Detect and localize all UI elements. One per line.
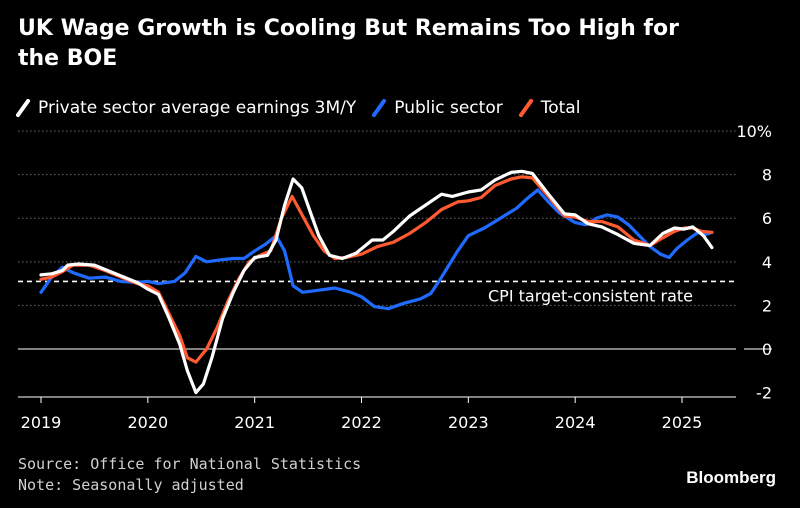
- y-tick-label: 10%: [736, 122, 772, 141]
- legend-item-public: Public sector: [372, 98, 503, 118]
- x-tick-label: 2021: [234, 413, 275, 432]
- legend-item-private: Private sector average earnings 3M/Y: [16, 98, 356, 118]
- legend-swatch-public-icon: [372, 99, 387, 117]
- legend-swatch-private-icon: [16, 99, 30, 117]
- source-note: Source: Office for National Statistics: [18, 455, 362, 473]
- chart-footer: Source: Office for National Statistics N…: [18, 454, 361, 496]
- legend-label-total: Total: [540, 98, 581, 118]
- series-line-private: [39, 169, 714, 395]
- y-tick-label: 0: [762, 340, 772, 359]
- legend-label-public: Public sector: [394, 98, 503, 118]
- y-tick-label: -2: [756, 384, 772, 403]
- adjustment-note: Note: Seasonally adjusted: [18, 476, 244, 494]
- legend-label-private: Private sector average earnings 3M/Y: [38, 98, 357, 118]
- x-tick-label: 2024: [555, 413, 596, 432]
- y-tick-label: 8: [762, 166, 772, 185]
- bloomberg-logo: Bloomberg: [686, 468, 776, 487]
- y-tick-label: 4: [762, 253, 772, 272]
- y-tick-label: 2: [762, 296, 772, 315]
- x-tick-label: 2023: [448, 413, 489, 432]
- x-tick-label: 2019: [21, 413, 62, 432]
- series-line-total: [39, 175, 714, 364]
- chart-legend: Private sector average earnings 3M/Y Pub…: [16, 96, 596, 120]
- x-tick-label: 2022: [341, 413, 382, 432]
- series-line-public: [39, 188, 714, 311]
- x-tick-label: 2025: [662, 413, 703, 432]
- line-chart: 10% 8 6 4 2 0 -2 2019 2020 2021 2022 2023 2024 2025 CP…: [18, 122, 772, 432]
- x-tick-label: 2020: [127, 413, 168, 432]
- y-tick-label: 6: [762, 209, 772, 228]
- legend-swatch-total-icon: [518, 99, 533, 117]
- legend-item-total: Total: [518, 98, 581, 118]
- cpi-target-annotation: CPI target-consistent rate: [488, 286, 693, 305]
- chart-title: UK Wage Growth is Cooling But Remains To…: [18, 16, 679, 71]
